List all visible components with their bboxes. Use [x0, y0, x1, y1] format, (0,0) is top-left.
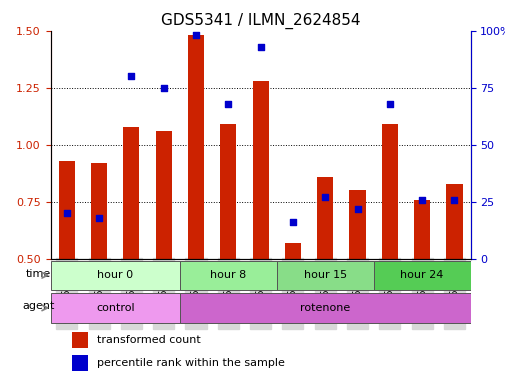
Text: hour 8: hour 8 [210, 270, 246, 280]
Point [385, 101, 393, 107]
Point [95, 215, 103, 221]
FancyBboxPatch shape [50, 261, 179, 290]
Point [159, 85, 167, 91]
Point [63, 210, 71, 216]
Bar [220, 124, 236, 259]
Point [224, 101, 232, 107]
FancyBboxPatch shape [276, 261, 373, 290]
Bar [59, 161, 75, 259]
FancyBboxPatch shape [373, 261, 470, 290]
Text: hour 0: hour 0 [97, 270, 133, 280]
Bar [91, 163, 107, 259]
Point [321, 194, 329, 200]
Point [127, 73, 135, 79]
Bar [445, 184, 462, 259]
Bar [123, 127, 139, 259]
Point [256, 44, 264, 50]
Bar [349, 190, 365, 259]
Point [353, 206, 361, 212]
FancyBboxPatch shape [179, 261, 276, 290]
Bar [413, 200, 429, 259]
Text: rotenone: rotenone [299, 303, 349, 313]
Point [449, 197, 458, 203]
FancyBboxPatch shape [179, 293, 470, 323]
Bar [381, 124, 397, 259]
Point [417, 197, 425, 203]
Bar [72, 356, 88, 371]
Text: control: control [96, 303, 134, 313]
Text: agent: agent [22, 301, 55, 311]
Point [288, 219, 296, 225]
Bar [156, 131, 171, 259]
FancyBboxPatch shape [50, 293, 179, 323]
Bar [284, 243, 300, 259]
Text: transformed count: transformed count [96, 335, 200, 345]
Point [191, 32, 199, 38]
Text: time: time [26, 269, 51, 279]
Text: hour 15: hour 15 [303, 270, 346, 280]
Text: percentile rank within the sample: percentile rank within the sample [96, 358, 284, 368]
Text: hour 24: hour 24 [399, 270, 443, 280]
Bar [72, 332, 88, 348]
Bar [317, 177, 333, 259]
Title: GDS5341 / ILMN_2624854: GDS5341 / ILMN_2624854 [161, 13, 360, 29]
Bar [187, 35, 204, 259]
Bar [252, 81, 268, 259]
